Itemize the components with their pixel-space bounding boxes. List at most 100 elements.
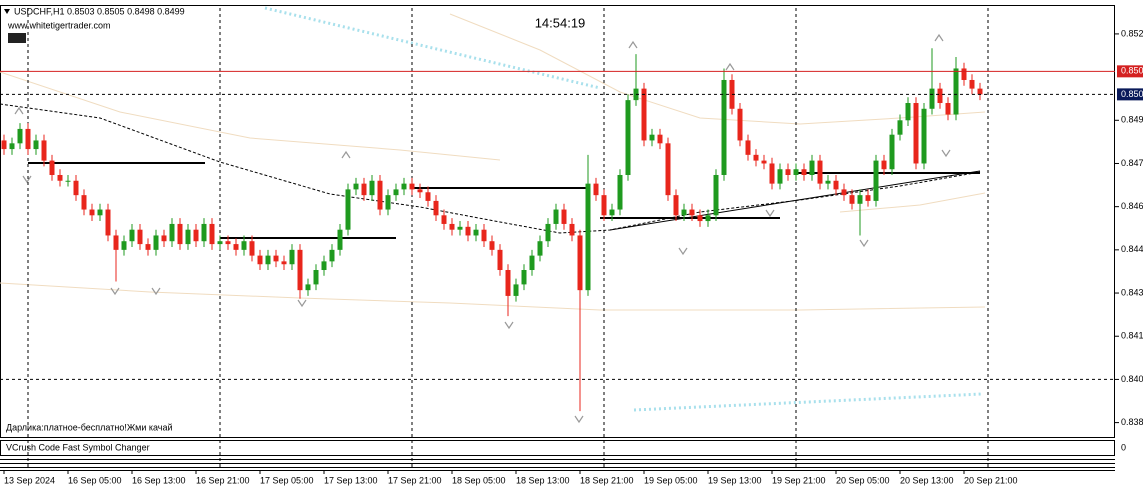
menu-triangle[interactable]: [4, 9, 10, 14]
x-tick-label: 20 Sep 21:00: [964, 475, 1018, 485]
x-tick-label: 18 Sep 21:00: [580, 475, 634, 485]
candle-body: [537, 241, 543, 256]
y-tick-label: 0.840: [1121, 374, 1143, 384]
candle-body: [785, 169, 791, 175]
candle-body: [953, 68, 959, 115]
candle-body: [281, 261, 287, 265]
x-tick-label: 17 Sep 21:00: [388, 475, 442, 485]
candle-body: [641, 88, 647, 141]
candle-body: [561, 209, 567, 224]
candle-body: [25, 128, 31, 150]
candle-body: [97, 209, 103, 216]
band-lower: [0, 282, 986, 311]
candle-body: [129, 229, 135, 242]
candle-body: [241, 241, 247, 250]
x-tick-label: 17 Sep 13:00: [324, 475, 378, 485]
moving-average: [0, 103, 981, 234]
price-label-box: [1117, 65, 1143, 78]
logo: [8, 33, 26, 43]
plot-frame: [0, 5, 1115, 438]
candle-body: [417, 189, 423, 193]
y-tick-label: 0.843: [1121, 287, 1143, 297]
candle-body: [137, 229, 143, 245]
candle-body: [689, 209, 695, 216]
candle-body: [545, 223, 551, 242]
candle-body: [321, 261, 327, 271]
candle-body: [497, 249, 503, 271]
fractals: [14, 33, 951, 424]
x-tick-label: 20 Sep 13:00: [900, 475, 954, 485]
indicator-overlays: [0, 6, 986, 424]
x-tick-label: 16 Sep 21:00: [196, 475, 250, 485]
candle-body: [801, 169, 807, 175]
candle-body: [201, 223, 207, 242]
candle-body: [273, 255, 279, 262]
candle-body: [649, 134, 655, 141]
candle-body: [505, 270, 511, 296]
x-tick-label: 19 Sep 21:00: [772, 475, 826, 485]
trend-dots: [633, 392, 983, 412]
candle-body: [233, 244, 239, 250]
y-tick-label: 0.852: [1121, 28, 1143, 38]
price-label-box: [1117, 88, 1143, 101]
candle-body: [977, 88, 983, 95]
candle-body: [657, 134, 663, 144]
candle-body: [625, 100, 631, 175]
candle-body: [409, 183, 415, 190]
x-tick-label: 17 Sep 05:00: [260, 475, 314, 485]
candle-body: [185, 229, 191, 245]
candle-body: [865, 195, 871, 201]
candle-body: [457, 226, 463, 230]
candle-body: [385, 195, 391, 210]
candle-body: [825, 180, 831, 184]
candle-body: [713, 174, 719, 216]
candle-body: [697, 215, 703, 222]
candle-body: [513, 284, 519, 296]
candle-body: [105, 209, 111, 236]
candle-body: [249, 241, 255, 256]
candle-body: [737, 108, 743, 141]
candle-body: [121, 241, 127, 250]
candle-body: [521, 270, 527, 285]
candle-body: [433, 200, 439, 216]
subwindow-tick: 0: [1121, 442, 1126, 452]
candle-body: [921, 108, 927, 164]
candle-body: [217, 241, 223, 245]
candle-body: [81, 195, 87, 210]
candle-body: [833, 180, 839, 190]
y-tick-label: 0.841: [1121, 331, 1143, 341]
candle-body: [449, 223, 455, 230]
candle-body: [905, 103, 911, 121]
band-upper-left: [0, 71, 501, 161]
candle-body: [297, 249, 303, 291]
candle-body: [913, 103, 919, 164]
candle-body: [817, 160, 823, 184]
candle-body: [473, 229, 479, 236]
candle-body: [745, 140, 751, 155]
subwindow: [0, 440, 1115, 456]
candle-body: [441, 215, 447, 224]
candle-body: [753, 154, 759, 161]
candle-body: [857, 195, 863, 204]
candle-body: [177, 223, 183, 245]
candle-body: [961, 68, 967, 80]
x-tick-label: 16 Sep 05:00: [68, 475, 122, 485]
candle-body: [881, 160, 887, 170]
annotation: Дарлика:платное-бесплатно!Жми качай: [6, 422, 173, 432]
candle-body: [969, 79, 975, 89]
candle-body: [681, 209, 687, 216]
candle-body: [89, 209, 95, 216]
candle-body: [169, 223, 175, 242]
candle-body: [65, 180, 71, 182]
candle-body: [377, 180, 383, 210]
subtitle: www.whitetigertrader.com: [7, 20, 111, 30]
candle-body: [41, 140, 47, 161]
y-tick-label: 0.838: [1121, 417, 1143, 427]
candle-body: [369, 180, 375, 196]
candle-body: [529, 255, 535, 271]
clock: 14:54:19: [535, 15, 586, 30]
candle-body: [265, 255, 271, 265]
y-tick-label: 0.844: [1121, 244, 1143, 254]
